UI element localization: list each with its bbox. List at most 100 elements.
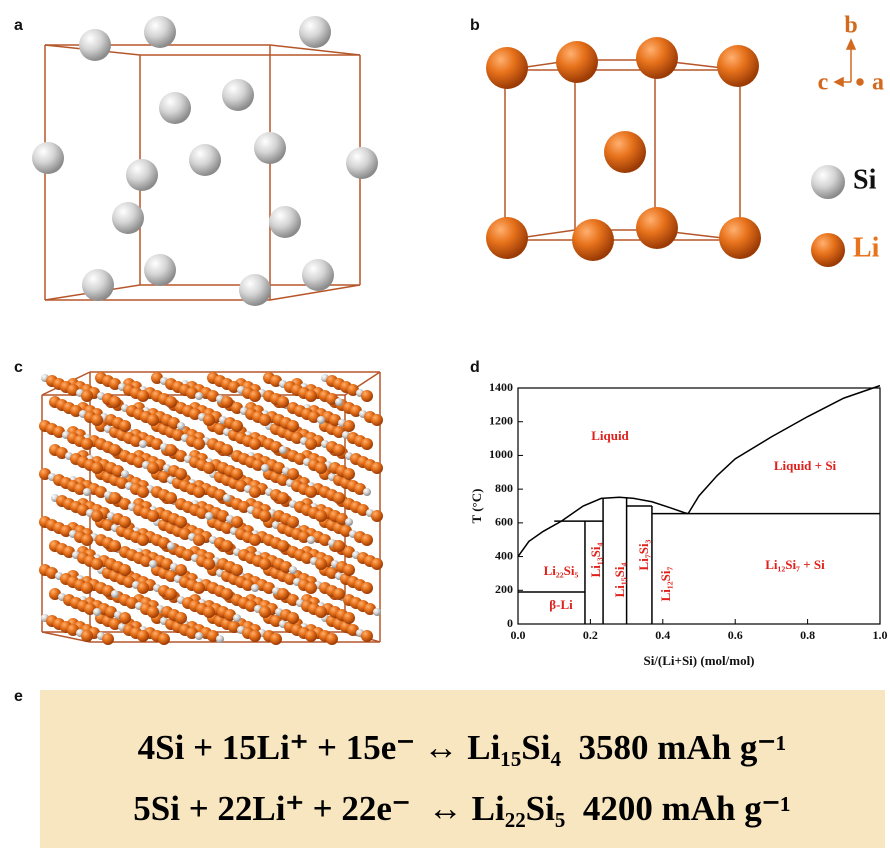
atom (249, 534, 261, 546)
atom (147, 510, 159, 522)
atom (345, 518, 353, 526)
atom (249, 438, 261, 450)
atom (203, 414, 215, 426)
y-tick-label: 400 (495, 548, 513, 562)
atom (343, 468, 355, 480)
atom (270, 633, 282, 645)
y-tick-label: 200 (495, 582, 513, 596)
atom (81, 534, 93, 546)
atom (556, 41, 598, 83)
atom (333, 444, 345, 456)
atom (221, 444, 233, 456)
atom (259, 558, 271, 570)
atom (259, 606, 271, 618)
legend-swatch (811, 165, 845, 199)
atom (223, 494, 231, 502)
atom (109, 540, 121, 552)
atom (361, 630, 373, 642)
atom (165, 444, 177, 456)
atom (137, 534, 149, 546)
atom (137, 486, 149, 498)
atom (326, 633, 338, 645)
y-tick-label: 1200 (489, 413, 513, 427)
atom (343, 420, 355, 432)
atom (231, 420, 243, 432)
atom (254, 132, 286, 164)
atom (32, 142, 64, 174)
atom (231, 516, 243, 528)
axis-label: b (844, 13, 857, 39)
atom (147, 462, 159, 474)
atom (195, 392, 203, 400)
atom (139, 440, 147, 448)
atom (137, 630, 149, 642)
atom (361, 438, 373, 450)
atom (251, 584, 259, 592)
atom (175, 516, 187, 528)
atom (82, 269, 114, 301)
atom (147, 414, 159, 426)
legend-label: Si (853, 164, 877, 195)
atom (305, 630, 317, 642)
atom (239, 274, 271, 306)
atom (111, 590, 119, 598)
atom (259, 510, 271, 522)
atom (315, 606, 327, 618)
atom (193, 582, 205, 594)
atom (333, 492, 345, 504)
atom (315, 510, 327, 522)
region-label: Li₁₅Si₄ (612, 562, 627, 597)
atom (305, 390, 317, 402)
atom (193, 534, 205, 546)
atom (333, 540, 345, 552)
y-tick-label: 1000 (489, 447, 513, 461)
atom (335, 398, 343, 406)
atom (343, 564, 355, 576)
atom (147, 606, 159, 618)
figure: SiLi a b c d e b c a 0.00.20.40.60.81.00… (0, 0, 890, 851)
axis-label: c (818, 70, 829, 96)
atom (363, 488, 371, 496)
atom (175, 612, 187, 624)
atom (261, 464, 269, 472)
atom (371, 510, 383, 522)
atom (81, 582, 93, 594)
atom (302, 259, 334, 291)
equation: 4Si + 15Li⁺ + 15e⁻ ↔ Li₁₅Si₄ 3580 mAh g⁻… (138, 728, 787, 767)
atom (159, 92, 191, 124)
legend-label: Li (853, 232, 880, 263)
atom (205, 512, 213, 520)
axis-arrows (835, 40, 863, 86)
atom (109, 492, 121, 504)
atom (221, 588, 233, 600)
panel-label: a (14, 17, 23, 34)
atom (279, 446, 287, 454)
atom (373, 608, 381, 616)
atom (203, 606, 215, 618)
atom (233, 614, 241, 622)
region-label: Li₇Si₃ (636, 539, 651, 570)
x-tick-label: 0.8 (800, 628, 815, 642)
atom (119, 564, 131, 576)
atom (486, 217, 528, 259)
atom (636, 37, 678, 79)
atom (486, 47, 528, 89)
atom (81, 438, 93, 450)
atom (249, 630, 261, 642)
atom (81, 390, 93, 402)
atom (277, 492, 289, 504)
atom (719, 217, 761, 259)
atom (216, 635, 224, 643)
atom (305, 438, 317, 450)
atom (221, 540, 233, 552)
panel-label: b (470, 17, 480, 34)
region-label: Li₁₃Si₄ (588, 542, 603, 577)
atom (287, 516, 299, 528)
atom (175, 468, 187, 480)
atom (126, 159, 158, 191)
region-label: Li₂₂Si₅ (544, 563, 579, 578)
atom (289, 566, 297, 574)
atom (91, 510, 103, 522)
atom (112, 202, 144, 234)
